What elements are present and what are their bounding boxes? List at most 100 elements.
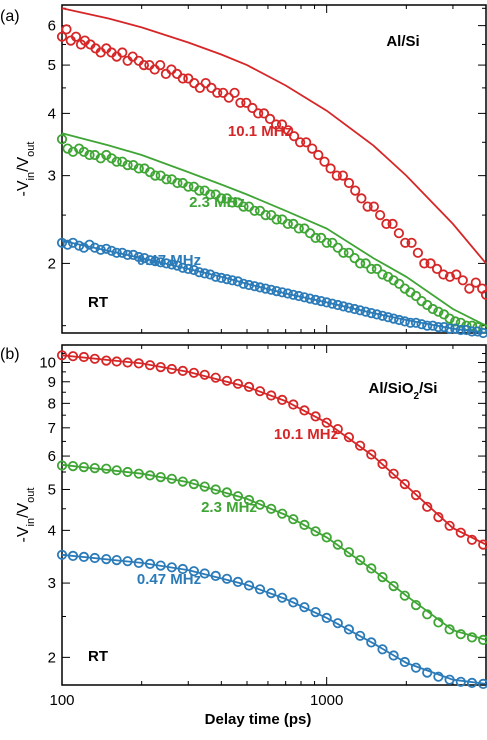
data-point <box>56 350 68 361</box>
data-point <box>241 97 252 108</box>
data-point <box>433 617 444 628</box>
series-10-1-mhz: 10.1 MHz <box>56 7 487 300</box>
data-point <box>466 677 478 689</box>
y-tick-label: 3 <box>48 575 56 592</box>
data-point <box>111 356 122 367</box>
data-point <box>354 305 366 316</box>
data-point <box>299 292 310 303</box>
data-point <box>319 156 330 167</box>
data-point <box>343 177 355 189</box>
data-point <box>304 228 316 239</box>
data-point <box>410 489 422 501</box>
data-point <box>155 471 166 483</box>
data-point <box>122 466 133 478</box>
data-point <box>212 87 223 98</box>
data-point <box>332 242 343 253</box>
data-point <box>354 630 366 641</box>
data-point <box>232 276 243 287</box>
data-point <box>188 566 199 577</box>
series-label: 0.47 MHz <box>137 571 201 588</box>
data-point <box>310 526 321 537</box>
data-point <box>299 519 310 531</box>
data-point <box>444 674 455 685</box>
data-point <box>144 470 156 481</box>
data-point <box>199 481 210 492</box>
y-tick-label: 4 <box>48 522 56 539</box>
data-point <box>343 624 354 635</box>
data-point <box>438 269 449 280</box>
data-point <box>111 465 122 476</box>
data-point <box>368 201 379 212</box>
data-point <box>444 271 455 282</box>
data-point <box>177 563 188 575</box>
data-point <box>277 508 288 519</box>
temperature-annotation: RT <box>88 648 108 665</box>
x-tick-label: 1000 <box>310 692 343 709</box>
data-point <box>56 31 68 42</box>
data-point <box>455 676 466 687</box>
data-point <box>144 360 156 371</box>
data-point <box>366 563 377 574</box>
data-point <box>343 432 354 443</box>
data-point <box>321 297 332 308</box>
data-point <box>188 367 199 378</box>
series-0-47-mhz: 0.47 MHz <box>56 549 487 689</box>
data-point <box>399 656 410 668</box>
data-point <box>470 277 481 288</box>
data-point <box>433 306 444 317</box>
data-point <box>74 240 85 251</box>
data-point <box>332 299 343 311</box>
data-point <box>56 460 68 471</box>
data-point <box>199 268 210 279</box>
data-point <box>412 247 423 258</box>
x-tick-label: 100 <box>49 692 74 709</box>
data-point <box>221 487 232 498</box>
data-point <box>210 271 221 282</box>
data-point <box>388 468 399 479</box>
data-point <box>61 24 72 35</box>
data-point <box>478 539 487 550</box>
data-point <box>177 476 188 487</box>
data-point <box>427 303 438 315</box>
data-point <box>277 592 288 603</box>
data-point <box>254 386 266 397</box>
data-point <box>410 317 422 328</box>
data-point <box>293 290 304 302</box>
series-10-1-mhz: 10.1 MHz <box>56 350 487 550</box>
data-point <box>332 539 343 550</box>
data-point <box>422 609 433 620</box>
data-point <box>111 156 122 167</box>
data-point <box>84 149 95 161</box>
data-point <box>188 264 199 276</box>
data-point <box>466 632 478 643</box>
data-point <box>422 667 433 678</box>
data-point <box>321 237 332 248</box>
data-point <box>199 568 210 579</box>
data-point <box>89 552 100 564</box>
data-point <box>229 87 240 98</box>
data-point <box>155 257 166 268</box>
panel-b: 2 3 4 5 6 7 8 9 10 100 1000 -Vin/Vout (b) Al/SiO2/Si R… <box>0 344 487 709</box>
data-point <box>451 269 462 280</box>
data-point <box>221 375 232 386</box>
data-point <box>188 478 199 490</box>
data-point <box>438 321 450 333</box>
data-point <box>371 309 382 320</box>
data-point <box>56 134 68 145</box>
y-tick-label: 8 <box>48 395 56 412</box>
data-point <box>235 97 246 108</box>
data-point <box>122 160 133 171</box>
data-point <box>70 31 82 42</box>
data-point <box>410 662 422 673</box>
data-point <box>78 242 90 253</box>
data-point <box>122 249 133 260</box>
panel-label: (b) <box>0 346 20 363</box>
data-point <box>310 606 321 618</box>
data-point <box>338 301 349 312</box>
data-point <box>56 549 68 560</box>
data-point <box>161 258 172 269</box>
data-point <box>331 170 342 181</box>
data-point <box>433 321 444 333</box>
data-point <box>327 237 338 248</box>
data-point <box>95 244 106 255</box>
